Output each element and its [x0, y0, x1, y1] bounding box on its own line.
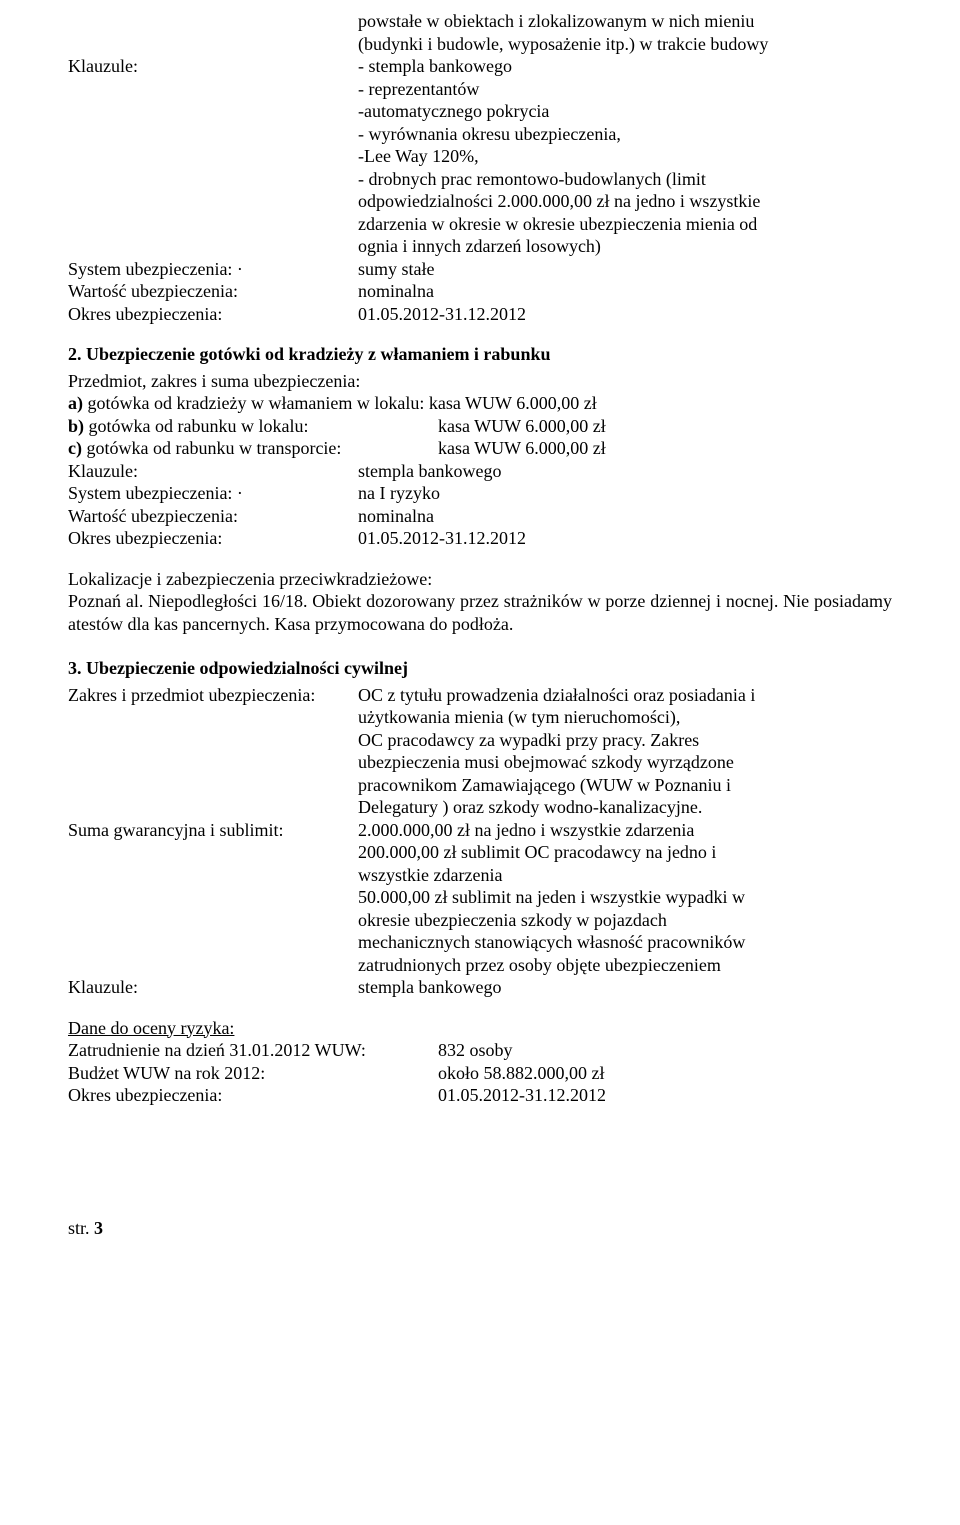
- text-line: 50.000,00 zł sublimit na jeden i wszystk…: [358, 886, 892, 909]
- klauzule-label: Klauzule:: [68, 460, 358, 483]
- text-line: OC pracodawcy za wypadki przy pracy. Zak…: [358, 729, 892, 752]
- klauzule-label: Klauzule:: [68, 55, 358, 78]
- footer-str: str.: [68, 1218, 94, 1238]
- item-c: c) gotówka od rabunku w transporcie:: [68, 437, 438, 460]
- text-line: okresie ubezpieczenia szkody w pojazdach: [358, 909, 892, 932]
- wartosc-value: nominalna: [358, 505, 892, 528]
- system-ubezpieczenia-value: na I ryzyko: [358, 482, 892, 505]
- section-2-heading: 2. Ubezpieczenie gotówki od kradzieży z …: [68, 343, 892, 366]
- okres-value: 01.05.2012-31.12.2012: [358, 527, 892, 550]
- text-line: - drobnych prac remontowo-budowlanych (l…: [358, 168, 892, 191]
- item-b-label: b): [68, 416, 84, 436]
- text-line: powstałe w obiektach i zlokalizowanym w …: [358, 10, 892, 33]
- text-line: OC z tytułu prowadzenia działalności ora…: [358, 684, 892, 707]
- text-line: zdarzenia w okresie w okresie ubezpiecze…: [358, 213, 892, 236]
- text-line: ubezpieczenia musi obejmować szkody wyrz…: [358, 751, 892, 774]
- text-line: -Lee Way 120%,: [358, 145, 892, 168]
- item-a: a) gotówka od kradzieży w włamaniem w lo…: [68, 392, 892, 415]
- text-line: Delegatury ) oraz szkody wodno-kanalizac…: [358, 796, 892, 819]
- item-a-label: a): [68, 393, 83, 413]
- item-b: b) gotówka od rabunku w lokalu:: [68, 415, 438, 438]
- suma-gwarancyjna-label: Suma gwarancyjna i sublimit:: [68, 819, 358, 842]
- lokalizacje-text: Poznań al. Niepodległości 16/18. Obiekt …: [68, 590, 892, 635]
- text-line: -automatycznego pokrycia: [358, 100, 892, 123]
- dane-heading: Dane do oceny ryzyka:: [68, 1017, 892, 1040]
- text-line: odpowiedzialności 2.000.000,00 zł na jed…: [358, 190, 892, 213]
- item-b-text: gotówka od rabunku w lokalu:: [84, 416, 308, 436]
- section-3-heading: 3. Ubezpieczenie odpowiedzialności cywil…: [68, 657, 892, 680]
- system-ubezpieczenia-label: System ubezpieczenia: ·: [68, 258, 358, 281]
- okres-label: Okres ubezpieczenia:: [68, 527, 358, 550]
- okres-value: 01.05.2012-31.12.2012: [438, 1084, 892, 1107]
- zatrudnienie-value: 832 osoby: [438, 1039, 892, 1062]
- wartosc-label: Wartość ubezpieczenia:: [68, 280, 358, 303]
- okres-label: Okres ubezpieczenia:: [68, 1084, 438, 1107]
- document-page: powstałe w obiektach i zlokalizowanym w …: [0, 0, 960, 1269]
- text-line: Przedmiot, zakres i suma ubezpieczenia:: [68, 370, 892, 393]
- item-c-text: gotówka od rabunku w transporcie:: [82, 438, 341, 458]
- system-ubezpieczenia-label: System ubezpieczenia: ·: [68, 482, 358, 505]
- item-c-label: c): [68, 438, 82, 458]
- item-c-value: kasa WUW 6.000,00 zł: [438, 437, 892, 460]
- zatrudnienie-label: Zatrudnienie na dzień 31.01.2012 WUW:: [68, 1039, 438, 1062]
- item-a-text: gotówka od kradzieży w włamaniem w lokal…: [83, 393, 597, 413]
- intro-indent: powstałe w obiektach i zlokalizowanym w …: [68, 10, 892, 55]
- klauzule-value: stempla bankowego: [358, 976, 892, 999]
- text-line: użytkowania mienia (w tym nieruchomości)…: [358, 706, 892, 729]
- text-line: wszystkie zdarzenia: [358, 864, 892, 887]
- item-b-value: kasa WUW 6.000,00 zł: [438, 415, 892, 438]
- text-line: (budynki i budowle, wyposażenie itp.) w …: [358, 33, 892, 56]
- wartosc-label: Wartość ubezpieczenia:: [68, 505, 358, 528]
- system-ubezpieczenia-value: sumy stałe: [358, 258, 892, 281]
- text-line: - stempla bankowego: [358, 55, 892, 78]
- okres-label: Okres ubezpieczenia:: [68, 303, 358, 326]
- klauzule-value: stempla bankowego: [358, 460, 892, 483]
- okres-value: 01.05.2012-31.12.2012: [358, 303, 892, 326]
- page-footer: str. 3: [68, 1217, 892, 1240]
- text-line: 2.000.000,00 zł na jedno i wszystkie zda…: [358, 819, 892, 842]
- wartosc-value: nominalna: [358, 280, 892, 303]
- budzet-label: Budżet WUW na rok 2012:: [68, 1062, 438, 1085]
- text-line: zatrudnionych przez osoby objęte ubezpie…: [358, 954, 892, 977]
- text-line: pracownikom Zamawiającego (WUW w Poznani…: [358, 774, 892, 797]
- budzet-value: około 58.882.000,00 zł: [438, 1062, 892, 1085]
- zakres-label: Zakres i przedmiot ubezpieczenia:: [68, 684, 358, 707]
- text-line: - wyrównania okresu ubezpieczenia,: [358, 123, 892, 146]
- lokalizacje-heading: Lokalizacje i zabezpieczenia przeciwkrad…: [68, 568, 892, 591]
- text-line: ognia i innych zdarzeń losowych): [358, 235, 892, 258]
- klauzule-label: Klauzule:: [68, 976, 358, 999]
- text-line: - reprezentantów: [358, 78, 892, 101]
- text-line: 200.000,00 zł sublimit OC pracodawcy na …: [358, 841, 892, 864]
- text-line: mechanicznych stanowiących własność prac…: [358, 931, 892, 954]
- footer-page-number: 3: [94, 1218, 103, 1238]
